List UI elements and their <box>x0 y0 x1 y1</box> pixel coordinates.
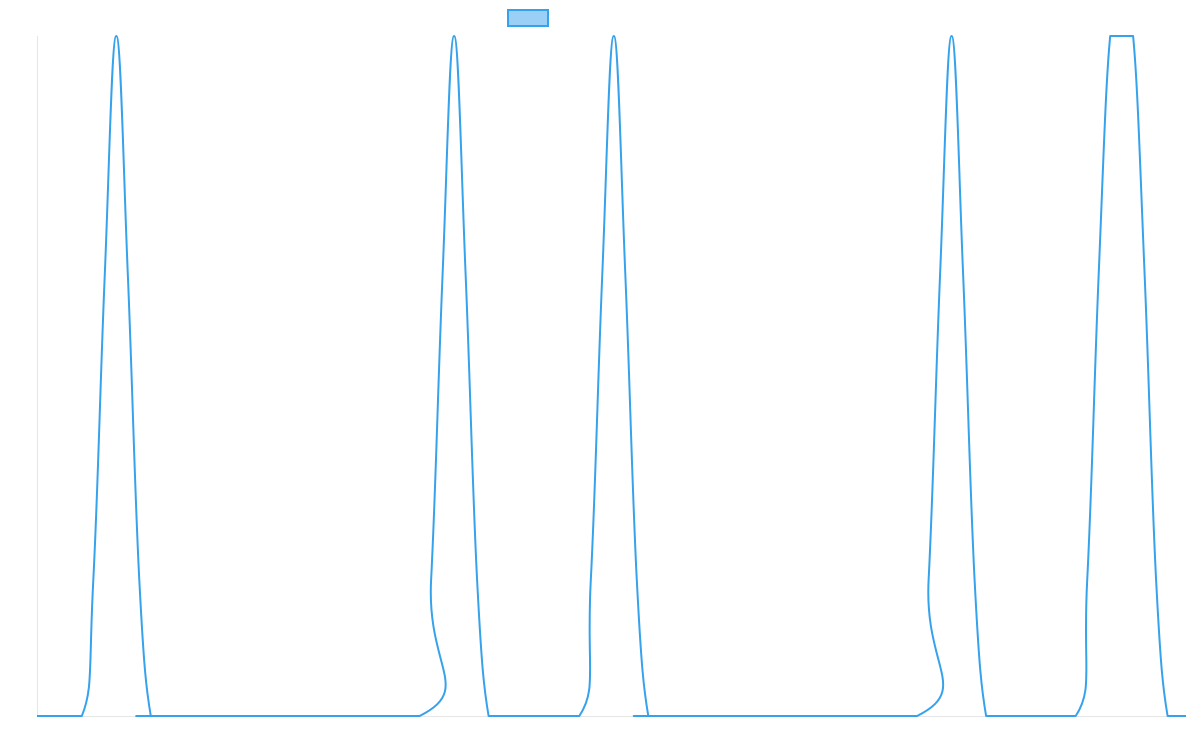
legend-swatch-series[interactable] <box>507 9 549 27</box>
series-line-0 <box>37 35 1186 718</box>
legend[interactable] <box>507 9 549 27</box>
series-group <box>37 35 1186 718</box>
